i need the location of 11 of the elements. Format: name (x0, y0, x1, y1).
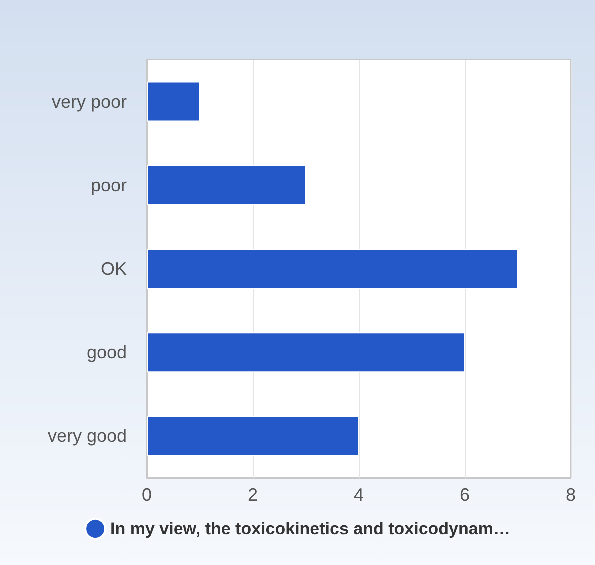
y-tick-label: poor (90, 175, 127, 196)
x-tick-label: 0 (142, 485, 152, 505)
x-tick-label: 8 (566, 485, 576, 505)
y-tick-label: very poor (52, 92, 127, 112)
y-tick-label: good (86, 342, 127, 363)
x-tick-label: 6 (460, 485, 470, 505)
x-tick-label: 4 (354, 485, 364, 505)
legend-label: In my view, the toxicokinetics and toxicodynam… (110, 520, 510, 538)
y-tick-label: OK (100, 259, 127, 279)
x-tick-label: 2 (248, 485, 258, 505)
y-tick-label: very good (48, 426, 127, 446)
